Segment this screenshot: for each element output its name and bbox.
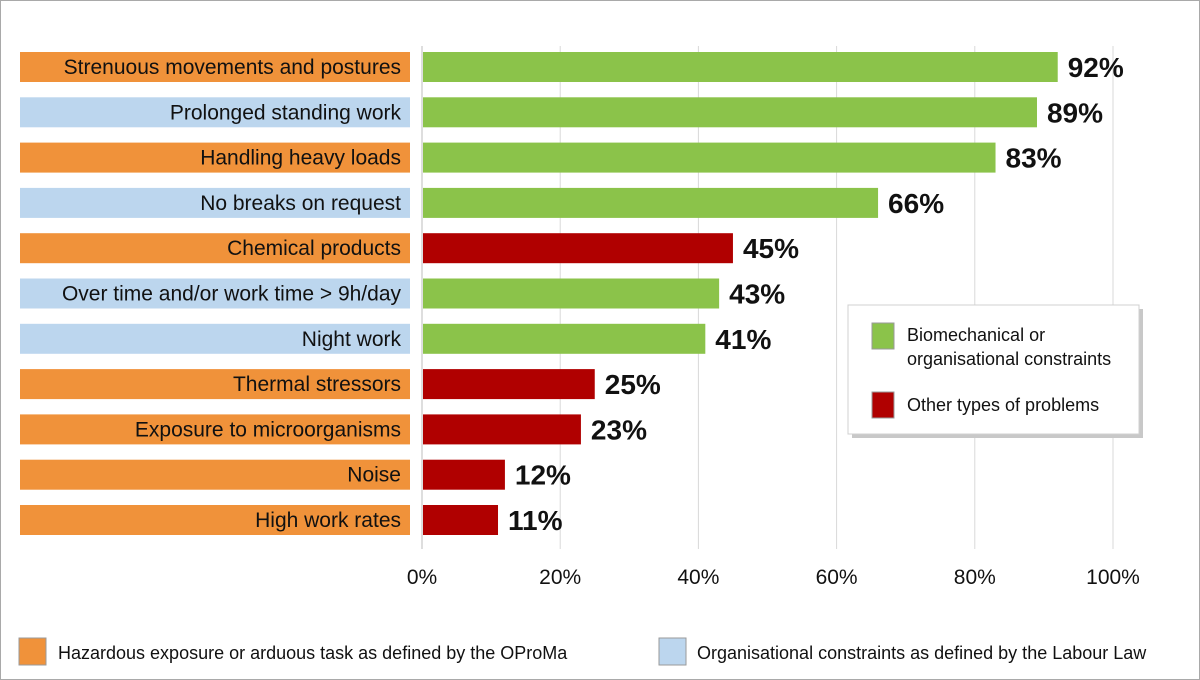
bar bbox=[423, 142, 996, 173]
category-label: Chemical products bbox=[227, 237, 401, 260]
value-label: 23% bbox=[591, 414, 647, 445]
x-tick-label: 20% bbox=[539, 566, 581, 589]
value-label: 92% bbox=[1068, 52, 1124, 83]
category-label-box bbox=[18, 457, 412, 492]
category-label: Night work bbox=[302, 328, 402, 351]
category-label: Thermal stressors bbox=[233, 373, 401, 396]
bars bbox=[423, 52, 1058, 535]
category-label: Noise bbox=[347, 464, 401, 487]
bar bbox=[423, 187, 879, 218]
value-label: 12% bbox=[515, 460, 571, 491]
legend-label: Other types of problems bbox=[907, 395, 1099, 415]
category-label-box bbox=[18, 321, 412, 356]
value-label: 83% bbox=[1006, 143, 1062, 174]
legend-swatch bbox=[871, 391, 895, 419]
category-type-legend: Hazardous exposure or arduous task as de… bbox=[18, 637, 1147, 666]
bar bbox=[423, 505, 499, 535]
x-tick-label: 0% bbox=[407, 566, 437, 589]
value-labels: 92% 89% 83% 66% 45% 43% 41% 25% 23% 12% 11% bbox=[508, 52, 1124, 536]
category-labels: Strenuous movements and postures Prolonge… bbox=[18, 50, 412, 537]
category-label-box bbox=[18, 412, 412, 447]
x-tick-label: 60% bbox=[816, 566, 858, 589]
bar bbox=[423, 323, 706, 354]
category-label: Exposure to microorganisms bbox=[135, 418, 401, 441]
value-label: 41% bbox=[715, 324, 771, 355]
x-tick-label: 40% bbox=[677, 566, 719, 589]
value-label: 43% bbox=[729, 279, 785, 310]
bar bbox=[423, 233, 733, 264]
bar bbox=[423, 369, 595, 400]
x-axis-ticks: 0% 20% 40% 60% 80% 100% bbox=[407, 566, 1140, 589]
bar bbox=[423, 459, 505, 490]
x-tick-label: 80% bbox=[954, 566, 996, 589]
category-label-box bbox=[18, 95, 412, 130]
category-label: No breaks on request bbox=[200, 192, 401, 215]
series-legend: Biomechanical or organisational constrain… bbox=[847, 304, 1143, 438]
bar bbox=[423, 97, 1037, 128]
category-label-box bbox=[18, 140, 412, 175]
category-label: Strenuous movements and postures bbox=[64, 56, 401, 79]
legend-swatch bbox=[871, 322, 895, 350]
category-label: Handling heavy loads bbox=[200, 147, 401, 170]
category-label-box bbox=[18, 185, 412, 220]
category-type-swatch bbox=[18, 637, 47, 666]
value-label: 11% bbox=[508, 505, 563, 536]
category-type-swatch bbox=[658, 637, 687, 666]
category-label-box bbox=[18, 231, 412, 266]
category-label-box bbox=[18, 276, 412, 311]
category-label: Prolonged standing work bbox=[170, 101, 402, 124]
category-label: Over time and/or work time > 9h/day bbox=[62, 283, 402, 306]
bar bbox=[423, 414, 581, 445]
bar bbox=[423, 278, 720, 309]
legend-label: Biomechanical or bbox=[907, 325, 1045, 345]
category-label-box bbox=[18, 367, 412, 402]
category-type-label: Organisational constraints as defined by… bbox=[697, 643, 1147, 663]
value-label: 66% bbox=[888, 188, 944, 219]
value-label: 45% bbox=[743, 233, 799, 264]
category-label-box bbox=[18, 503, 412, 537]
x-tick-label: 100% bbox=[1086, 566, 1140, 589]
legend-box bbox=[847, 304, 1140, 435]
bar bbox=[423, 52, 1058, 82]
value-label: 25% bbox=[605, 369, 661, 400]
value-label: 89% bbox=[1047, 97, 1103, 128]
legend-label: organisational constraints bbox=[907, 349, 1111, 369]
category-type-label: Hazardous exposure or arduous task as de… bbox=[58, 643, 568, 663]
category-label: High work rates bbox=[255, 509, 401, 532]
category-label-box bbox=[18, 50, 412, 84]
